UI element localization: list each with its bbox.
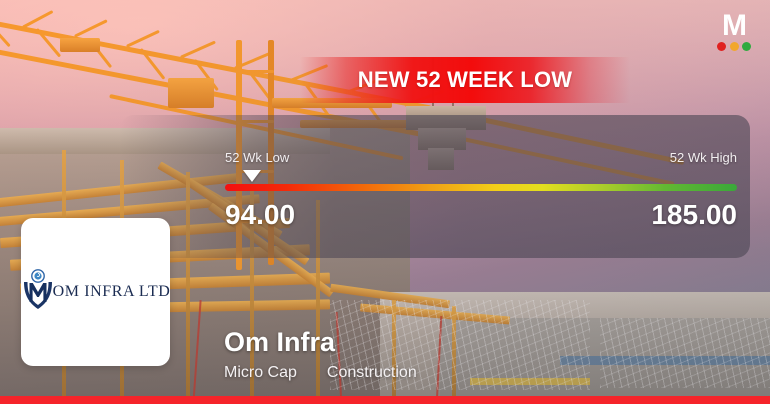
safety-net: [330, 300, 590, 390]
scaffold-post: [186, 172, 190, 402]
blue-panel: [560, 356, 770, 365]
brand-letter-m: M: [722, 9, 747, 42]
range-high-value: 185.00: [651, 199, 737, 230]
company-meta: Micro Cap Construction: [224, 364, 417, 382]
sector-label: Construction: [326, 364, 417, 381]
scaffold-post: [250, 186, 254, 402]
scaffold-post: [392, 300, 396, 400]
headline-banner: NEW 52 WEEK LOW: [300, 57, 630, 103]
scaffold-post: [316, 200, 320, 402]
brand-dots: [717, 42, 751, 51]
yellow-panel: [470, 378, 590, 385]
range-low-value: 94.00: [225, 199, 296, 230]
brand-dot-red: [717, 42, 726, 51]
range-gradient-bar: [225, 184, 737, 191]
range-values: 94.00 185.00: [225, 199, 737, 231]
company-name: Om Infra: [224, 327, 336, 357]
crane-mast-brace: [238, 70, 274, 73]
safety-net: [600, 318, 770, 388]
range-labels: 52 Wk Low 52 Wk High: [225, 150, 737, 165]
range-low-label: 52 Wk Low: [225, 150, 290, 165]
brand-dot-green: [742, 42, 751, 51]
crane-counterweight: [60, 38, 100, 52]
crane-operator-cab: [168, 78, 214, 108]
range-card-content: 52 Wk Low 52 Wk High 94.00 185.00: [225, 115, 737, 258]
crane-platform: [272, 98, 392, 108]
company-logo-card: OM INFRA LTD: [21, 218, 170, 366]
scaffold-post: [452, 306, 456, 402]
brand-logo[interactable]: M: [714, 9, 754, 51]
current-price-marker-icon: [243, 170, 261, 182]
headline-text: NEW 52 WEEK LOW: [357, 67, 573, 92]
bottom-accent-bar: [0, 396, 770, 404]
brand-dot-amber: [729, 42, 739, 51]
range-card: 52 Wk Low 52 Wk High 94.00 185.00: [120, 115, 750, 258]
om-infra-monogram-icon: [21, 268, 55, 316]
company-logo-text: OM INFRA LTD: [52, 283, 171, 300]
company-logo: OM INFRA LTD: [21, 268, 171, 316]
market-cap-label: Micro Cap: [224, 364, 297, 381]
range-high-label: 52 Wk High: [669, 150, 737, 165]
company-info: Om Infra Micro Cap Construction: [224, 326, 417, 382]
